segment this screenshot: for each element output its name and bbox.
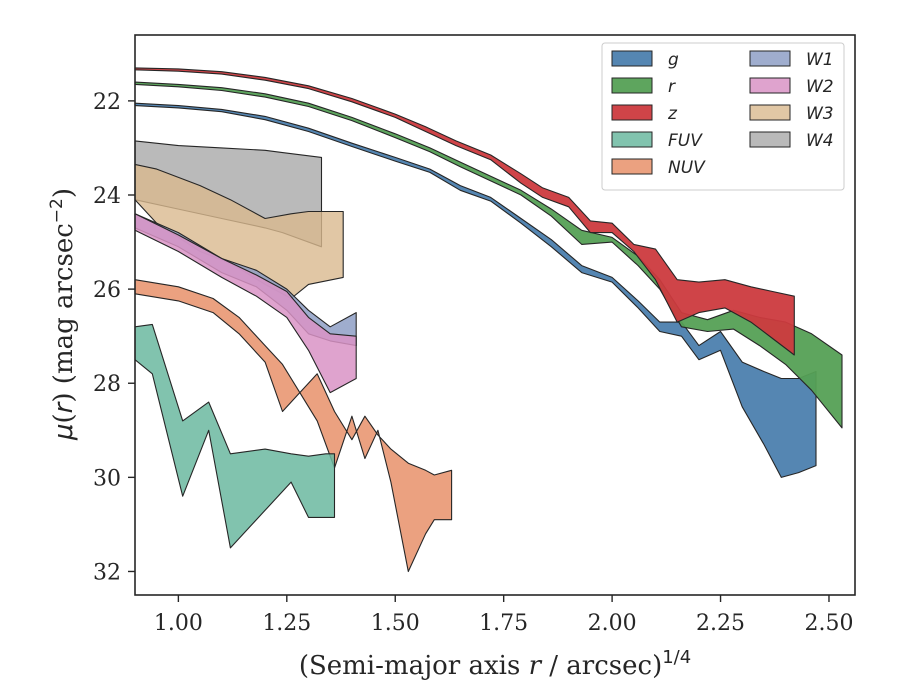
- plot-frame: [134, 34, 856, 596]
- band-z: [134, 67, 795, 356]
- band-W2: [134, 213, 357, 394]
- y-tick-label: 24: [93, 184, 121, 209]
- legend-label-r: r: [668, 77, 676, 97]
- legend-label-W1: W1: [806, 50, 834, 70]
- legend-label-W4: W4: [806, 131, 834, 151]
- band-g: [134, 102, 817, 478]
- x-tick-label: 2.00: [588, 611, 637, 636]
- y-tick-label: 22: [93, 90, 121, 115]
- x-axis-ticks: 1.00 1.25 1.50 1.75 2.00 2.25 2.50: [154, 595, 853, 636]
- y-tick-label: 26: [93, 278, 121, 303]
- legend-swatch-W2: [749, 77, 791, 94]
- x-tick-label: 1.75: [479, 611, 528, 636]
- legend-swatch-g: [611, 50, 653, 67]
- x-tick-label: 1.50: [371, 611, 420, 636]
- y-axis-ticks: 22 24 26 28 30 32: [93, 90, 135, 585]
- legend-label-NUV: NUV: [668, 158, 706, 178]
- x-axis-label: (Semi-major axis r / arcsec)1/4: [299, 647, 691, 681]
- x-tick-label: 1.25: [262, 611, 311, 636]
- legend: grz FUV NUV W1 W2 W3 W4: [601, 42, 845, 191]
- band-FUV: [134, 323, 336, 549]
- series-layer: [134, 67, 843, 573]
- legend-swatch-W3: [749, 104, 791, 121]
- legend-swatch-r: [611, 77, 653, 94]
- x-tick-label: 2.50: [804, 611, 853, 636]
- legend-swatch-W4: [749, 131, 791, 148]
- band-r: [134, 81, 843, 429]
- legend-label-g: g: [668, 50, 679, 70]
- y-axis-label: μ(r) (mag arcsec−2): [47, 188, 79, 441]
- y-tick-label: 32: [93, 560, 121, 585]
- y-tick-label: 28: [93, 372, 121, 397]
- y-tick-label: 30: [93, 466, 121, 491]
- x-tick-label: 1.00: [154, 611, 203, 636]
- legend-swatch-z: [611, 104, 653, 121]
- legend-label-W3: W3: [806, 104, 834, 124]
- legend-swatch-FUV: [611, 131, 653, 148]
- band-NUV: [134, 279, 453, 573]
- legend-swatch-W1: [749, 50, 791, 67]
- legend-swatch-NUV: [611, 158, 653, 175]
- x-tick-label: 2.25: [696, 611, 745, 636]
- legend-label-W2: W2: [806, 77, 834, 97]
- legend-label-z: z: [667, 104, 678, 124]
- legend-label-FUV: FUV: [668, 131, 703, 151]
